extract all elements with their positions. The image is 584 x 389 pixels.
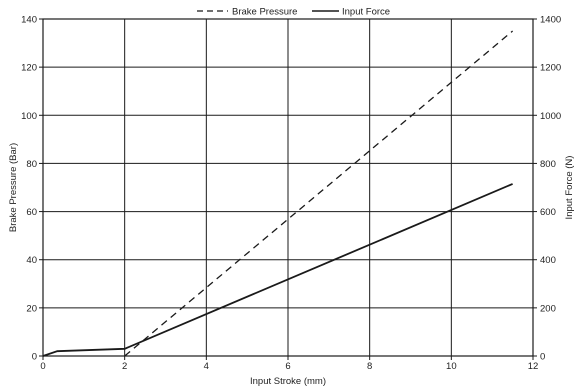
x-tick-label: 2 — [122, 361, 127, 372]
x-tick-label: 10 — [446, 361, 457, 372]
right-y-axis-title: Input Force (N) — [564, 156, 575, 220]
x-axis-title: Input Stroke (mm) — [250, 376, 326, 387]
right-y-tick-label: 400 — [540, 255, 556, 266]
x-tick-label: 6 — [285, 361, 290, 372]
left-y-tick-label: 100 — [21, 111, 37, 122]
x-tick-label: 8 — [367, 361, 372, 372]
left-y-tick-label: 0 — [32, 352, 37, 363]
x-tick-label: 0 — [40, 361, 45, 372]
left-y-tick-label: 80 — [26, 159, 37, 170]
right-y-tick-label: 800 — [540, 159, 556, 170]
right-y-axis-ticks: 0 200 400 600 800 1000 1200 1400 — [533, 15, 561, 363]
left-y-axis-title: Brake Pressure (Bar) — [8, 143, 19, 232]
right-y-tick-label: 1000 — [540, 111, 561, 122]
right-y-tick-label: 200 — [540, 303, 556, 314]
right-y-tick-label: 0 — [540, 352, 545, 363]
left-y-axis-ticks: 0 20 40 60 80 100 120 140 — [21, 15, 43, 363]
left-y-tick-label: 140 — [21, 15, 37, 26]
left-y-tick-label: 40 — [26, 255, 37, 266]
right-y-tick-label: 600 — [540, 207, 556, 218]
series-line-input-force — [42, 183, 513, 357]
x-tick-label: 12 — [528, 361, 539, 372]
right-y-tick-label: 1200 — [540, 63, 561, 74]
left-y-tick-label: 20 — [26, 303, 37, 314]
legend-label-input-force: Input Force — [342, 7, 390, 18]
left-y-tick-label: 60 — [26, 207, 37, 218]
series-line-brake-pressure — [124, 30, 514, 357]
x-tick-label: 4 — [204, 361, 209, 372]
x-axis-ticks: 0 2 4 6 8 10 12 — [40, 356, 538, 372]
right-y-tick-label: 1400 — [540, 15, 561, 26]
left-y-tick-label: 120 — [21, 63, 37, 74]
legend: Brake Pressure Input Force — [197, 7, 390, 18]
series-lines — [42, 30, 514, 357]
grid-lines — [42, 18, 534, 357]
legend-label-brake-pressure: Brake Pressure — [232, 7, 297, 18]
